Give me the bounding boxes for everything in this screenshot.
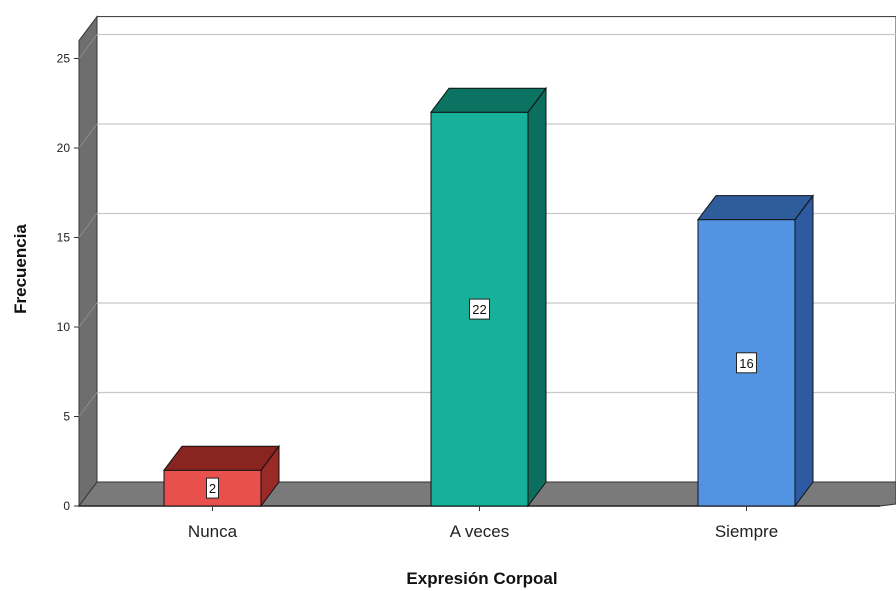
y-tick-label: 20 [57, 141, 71, 155]
y-tick-label: 5 [63, 410, 70, 424]
x-category-label: Siempre [715, 522, 778, 541]
gridline-side [78, 123, 98, 149]
y-tick-label: 25 [57, 52, 71, 66]
data-label-box [206, 477, 219, 499]
x-axis-categories: Nunca A veces Siempre [188, 506, 778, 541]
data-label: 16 [739, 356, 753, 371]
bar-side [527, 86, 547, 508]
bar-group: 2 [163, 444, 280, 508]
data-label: 2 [209, 481, 216, 496]
bar-side [794, 194, 814, 508]
bar-group: 22 [430, 86, 547, 508]
x-category-label: Nunca [188, 522, 238, 541]
x-category-label: A veces [450, 522, 510, 541]
bar-group: 16 [697, 194, 814, 508]
data-label-box [736, 352, 757, 374]
x-axis-title: Expresión Corpoal [406, 569, 557, 588]
y-tick-label: 0 [63, 499, 70, 513]
bar-top [430, 87, 547, 113]
y-axis-title: Frecuencia [11, 224, 30, 314]
gridline-side [78, 34, 98, 59]
gridline-side [78, 302, 98, 328]
gridline-side [78, 213, 98, 238]
side-wall [78, 15, 98, 508]
bar-top [697, 195, 814, 221]
y-tick-label: 15 [57, 231, 71, 245]
y-axis-ticks: 0 5 10 15 20 25 [57, 52, 79, 513]
bar-top [163, 445, 280, 471]
data-label-box [469, 298, 490, 320]
data-label: 22 [472, 302, 486, 317]
gridline-side [78, 392, 98, 417]
y-tick-label: 10 [57, 320, 71, 334]
